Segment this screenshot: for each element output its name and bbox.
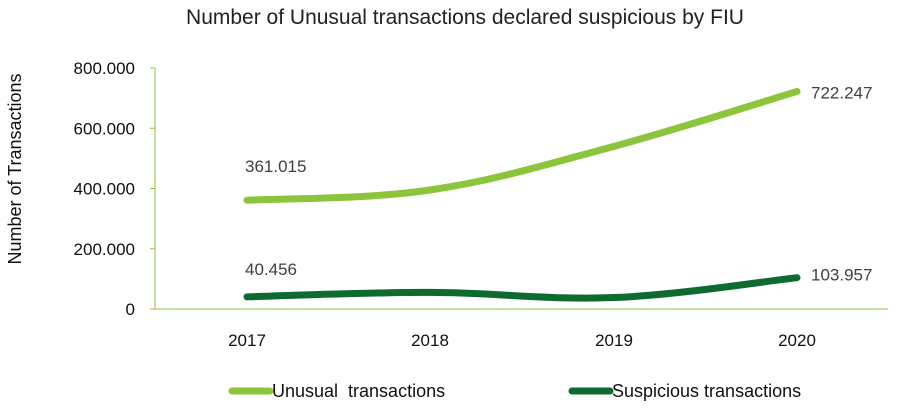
data-label: 40.456 xyxy=(245,260,297,279)
series-line-unusual xyxy=(243,87,801,204)
series-line-suspicious xyxy=(243,274,801,302)
x-tick-label: 2017 xyxy=(228,331,266,350)
data-labels: 361.015 722.247 40.456 103.957 xyxy=(245,83,872,284)
x-axis-ticks: 2017 2018 2019 2020 xyxy=(228,331,816,350)
y-tick-label: 600.000 xyxy=(74,119,135,138)
legend-label: Unusual transactions xyxy=(272,381,445,401)
y-tick-label: 200.000 xyxy=(74,240,135,259)
y-axis-ticks: 0 200.000 400.000 600.000 800.000 xyxy=(74,59,155,319)
y-tick-label: 400.000 xyxy=(74,180,135,199)
y-axis-label: Number of Transactions xyxy=(5,73,25,264)
data-label: 722.247 xyxy=(811,83,872,102)
legend-label: Suspicious transactions xyxy=(612,381,801,401)
y-tick-label: 800.000 xyxy=(74,59,135,78)
y-tick-label: 0 xyxy=(126,300,135,319)
x-tick-label: 2019 xyxy=(595,331,633,350)
x-tick-label: 2020 xyxy=(778,331,816,350)
legend: Unusual transactions Suspicious transacti… xyxy=(228,381,801,401)
data-label: 103.957 xyxy=(811,266,872,285)
chart-title: Number of Unusual transactions declared … xyxy=(186,6,744,29)
data-label: 361.015 xyxy=(245,157,306,176)
series-lines xyxy=(243,87,801,302)
x-tick-label: 2018 xyxy=(411,331,449,350)
